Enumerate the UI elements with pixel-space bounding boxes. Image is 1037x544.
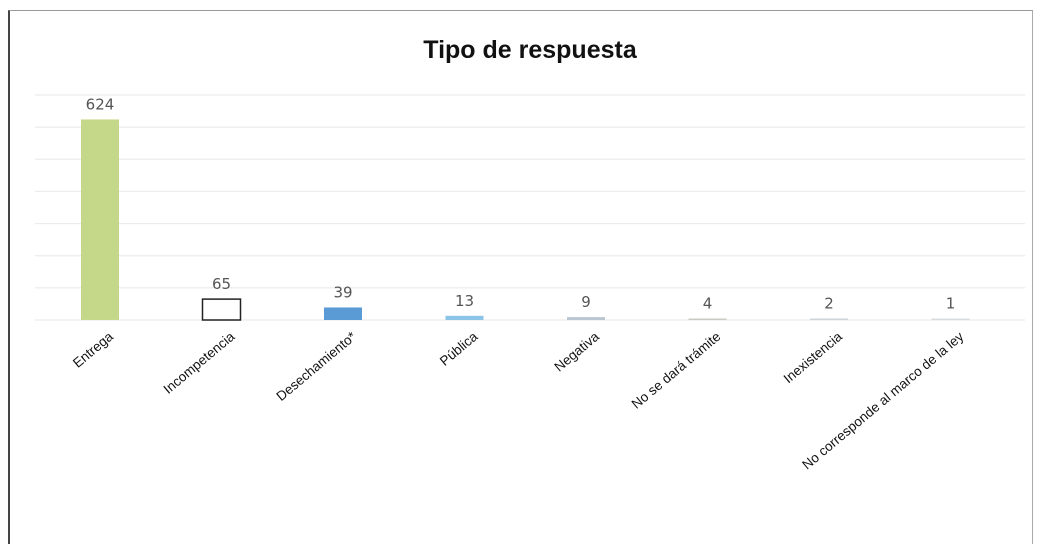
- bar: [324, 307, 362, 320]
- chart-title: Tipo de respuesta: [423, 36, 638, 64]
- bar: [688, 318, 727, 320]
- bar: [201, 298, 242, 321]
- data-label: 4: [703, 295, 713, 313]
- category-label: Inexistencia: [781, 328, 846, 386]
- data-label: 65: [212, 275, 231, 293]
- category-label: Incompetencia: [161, 328, 238, 396]
- chart-frame: [8, 10, 1033, 544]
- data-label: 9: [581, 293, 591, 311]
- category-label: Negativa: [551, 329, 602, 375]
- category-label: No se dará trámite: [629, 329, 724, 412]
- data-label: 13: [455, 292, 474, 310]
- category-label: Entrega: [70, 329, 116, 371]
- category-label: Pública: [437, 328, 481, 368]
- gridlines: [35, 94, 1025, 321]
- data-label: 1: [946, 295, 956, 313]
- data-labels: 624 65 39 13 9 4 2 1: [86, 95, 956, 312]
- bar: [445, 315, 484, 320]
- bar: [810, 318, 848, 320]
- data-label: 624: [86, 95, 115, 113]
- category-label: Desechamiento*: [273, 328, 359, 404]
- bar: [567, 317, 605, 320]
- bars: [81, 119, 970, 321]
- data-label: 39: [333, 283, 352, 301]
- bar: [931, 318, 970, 320]
- data-label: 2: [824, 295, 834, 313]
- category-labels: Entrega Incompetencia Desechamiento* Públic…: [70, 328, 967, 472]
- bar: [81, 119, 119, 320]
